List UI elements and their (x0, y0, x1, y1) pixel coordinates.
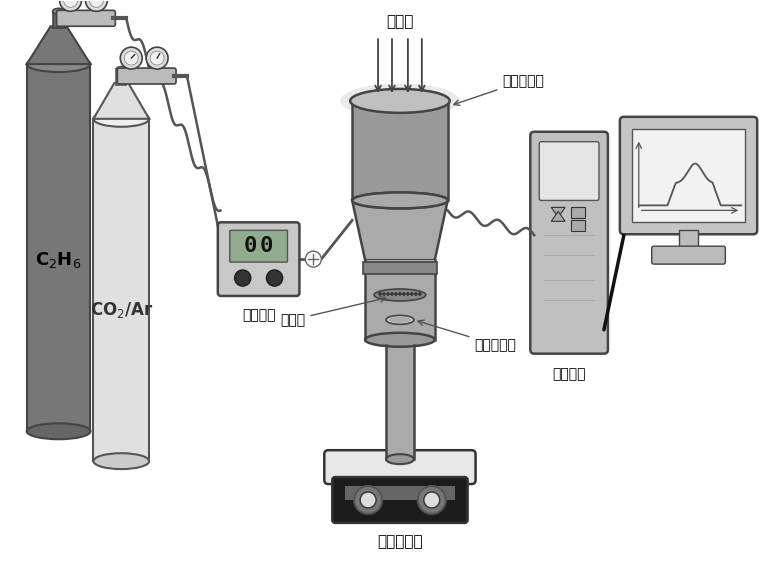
Circle shape (402, 292, 406, 296)
FancyBboxPatch shape (116, 69, 126, 85)
FancyBboxPatch shape (571, 207, 585, 218)
Text: 气相色谱: 气相色谱 (553, 368, 586, 382)
FancyBboxPatch shape (345, 486, 454, 500)
Ellipse shape (386, 454, 414, 464)
Text: 流量控制: 流量控制 (242, 308, 276, 322)
Ellipse shape (352, 193, 447, 209)
Polygon shape (352, 101, 447, 201)
Circle shape (386, 292, 390, 296)
FancyBboxPatch shape (571, 221, 585, 231)
Circle shape (85, 0, 108, 11)
Ellipse shape (94, 111, 149, 127)
Circle shape (63, 0, 77, 7)
Circle shape (390, 292, 394, 296)
Text: 磁力搔拌子: 磁力搔拌子 (418, 320, 516, 352)
Circle shape (360, 492, 376, 508)
Ellipse shape (94, 453, 149, 469)
Ellipse shape (386, 315, 414, 324)
Ellipse shape (27, 423, 91, 439)
Circle shape (378, 292, 382, 296)
Circle shape (414, 292, 418, 296)
Text: 磁力搔拌器: 磁力搔拌器 (377, 534, 423, 549)
Polygon shape (94, 119, 149, 461)
Circle shape (150, 51, 164, 65)
Text: CO$_2$/Ar: CO$_2$/Ar (90, 300, 153, 320)
Text: 0: 0 (244, 236, 257, 256)
Circle shape (266, 270, 283, 286)
Circle shape (394, 292, 398, 296)
FancyBboxPatch shape (632, 129, 745, 222)
Ellipse shape (53, 9, 64, 14)
Circle shape (235, 270, 251, 286)
Circle shape (406, 292, 409, 296)
FancyBboxPatch shape (679, 230, 698, 248)
FancyBboxPatch shape (332, 477, 467, 523)
Ellipse shape (116, 66, 126, 72)
Ellipse shape (389, 317, 411, 323)
FancyBboxPatch shape (53, 11, 64, 28)
Polygon shape (551, 211, 565, 221)
Circle shape (146, 47, 168, 69)
Text: C$_2$H$_6$: C$_2$H$_6$ (36, 250, 82, 270)
Polygon shape (27, 26, 91, 64)
Ellipse shape (352, 193, 447, 209)
Ellipse shape (365, 333, 435, 347)
FancyBboxPatch shape (539, 142, 599, 201)
Circle shape (418, 292, 422, 296)
Text: 催化剂: 催化剂 (280, 296, 385, 327)
Text: 0: 0 (260, 236, 273, 256)
Polygon shape (386, 345, 414, 459)
FancyBboxPatch shape (530, 132, 608, 354)
Ellipse shape (350, 89, 450, 113)
Circle shape (90, 0, 104, 7)
Polygon shape (551, 207, 565, 217)
Circle shape (120, 47, 142, 69)
Ellipse shape (341, 84, 460, 118)
Circle shape (125, 51, 139, 65)
FancyBboxPatch shape (620, 117, 757, 234)
Polygon shape (94, 83, 149, 119)
Circle shape (424, 492, 440, 508)
Circle shape (354, 486, 382, 514)
FancyBboxPatch shape (118, 68, 176, 84)
Text: 石英玻璃窩: 石英玻璃窩 (454, 74, 544, 105)
Ellipse shape (27, 56, 91, 72)
Circle shape (382, 292, 385, 296)
Text: 紫外光: 紫外光 (386, 14, 413, 29)
FancyBboxPatch shape (652, 246, 725, 264)
Polygon shape (365, 260, 435, 340)
FancyBboxPatch shape (57, 10, 115, 26)
Ellipse shape (374, 289, 426, 301)
FancyBboxPatch shape (217, 222, 300, 296)
Polygon shape (352, 201, 447, 260)
Circle shape (60, 0, 81, 11)
FancyBboxPatch shape (230, 230, 287, 262)
Circle shape (306, 251, 321, 267)
Polygon shape (27, 64, 91, 431)
Circle shape (418, 486, 446, 514)
Circle shape (398, 292, 402, 296)
FancyBboxPatch shape (363, 262, 437, 274)
Circle shape (410, 292, 413, 296)
FancyBboxPatch shape (324, 450, 475, 484)
